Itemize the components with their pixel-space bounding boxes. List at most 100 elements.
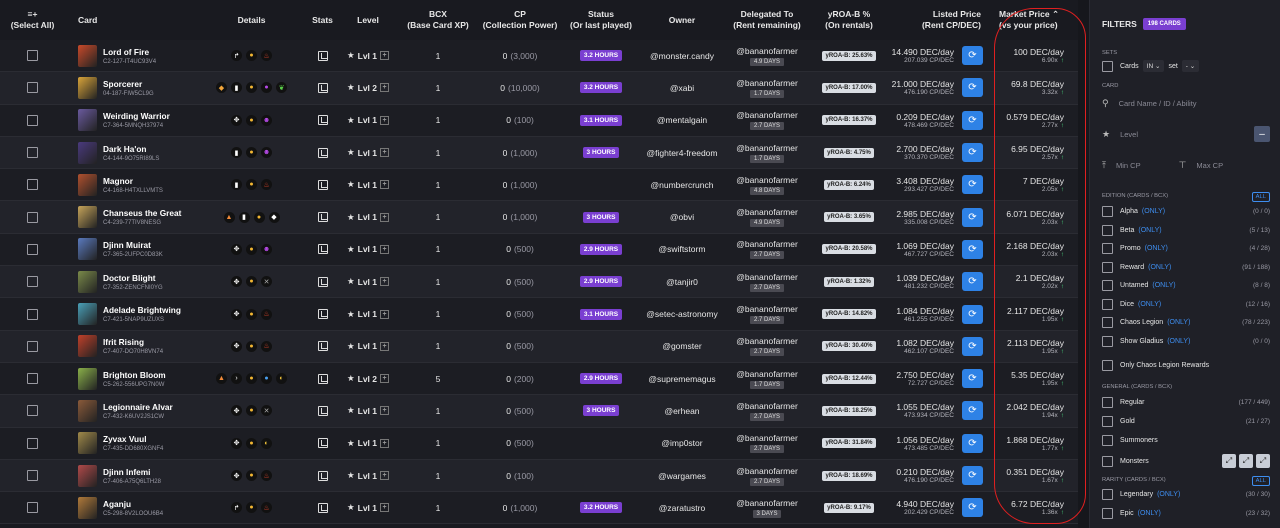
- delegated-user[interactable]: @bananofarmer: [736, 142, 798, 153]
- filter-checkbox[interactable]: [1102, 261, 1113, 273]
- refresh-icon[interactable]: ⟳: [962, 304, 983, 324]
- owner-link[interactable]: @swiftstorm: [658, 244, 706, 255]
- delegated-user[interactable]: @bananofarmer: [736, 465, 798, 476]
- refresh-icon[interactable]: ⟳: [962, 369, 983, 389]
- card-cell[interactable]: Legionnaire Alvar C7-432-K6UV2JS1CW: [65, 395, 195, 426]
- row-checkbox[interactable]: [27, 276, 38, 288]
- general-filter-item[interactable]: Regular (177 / 449): [1102, 397, 1270, 408]
- stats-chart-icon[interactable]: [317, 341, 328, 352]
- only-link[interactable]: (ONLY): [1167, 319, 1191, 326]
- level-up-icon[interactable]: +: [380, 309, 389, 319]
- card-cell[interactable]: Djinn Infemi C7-406-A75Q6LTH28: [65, 460, 195, 491]
- only-link[interactable]: (ONLY): [1138, 226, 1162, 234]
- card-cell[interactable]: Ifrit Rising C7-407-DO70H8VN74: [65, 331, 195, 362]
- only-chaos-row[interactable]: Only Chaos Legion Rewards: [1102, 360, 1270, 371]
- set-select[interactable]: - ⌄: [1181, 60, 1200, 72]
- filter-checkbox[interactable]: [1102, 224, 1113, 236]
- stats-chart-icon[interactable]: [317, 502, 328, 513]
- delegated-header[interactable]: Delegated To (Rent remaining): [725, 9, 809, 31]
- owner-link[interactable]: @imp0stor: [661, 438, 703, 449]
- card-cell[interactable]: Sporcerer 04-187-FIW5CL9G: [65, 72, 195, 103]
- rarity-all-button[interactable]: ALL: [1251, 476, 1270, 486]
- refresh-icon[interactable]: ⟳: [962, 433, 983, 453]
- market-header[interactable]: Market Price ⌃ (vs your price): [989, 9, 1078, 31]
- owner-header[interactable]: Owner: [668, 14, 696, 25]
- card-cell[interactable]: Weirding Warrior C7-364-5MNQH37974: [65, 105, 195, 136]
- delegated-user[interactable]: @bananofarmer: [736, 304, 798, 315]
- editions-filter-item[interactable]: Chaos Legion (ONLY) (78 / 223): [1102, 317, 1270, 328]
- level-header[interactable]: Level: [357, 14, 379, 25]
- card-header[interactable]: Card: [78, 14, 98, 25]
- table-row[interactable]: Magnor C4-168-H4TXLLVMTS ▮ ● ♨ ★ Lvl 1 +1 0 (1,00…: [0, 169, 1078, 202]
- filter-checkbox[interactable]: [1102, 317, 1113, 328]
- delegated-user[interactable]: @bananofarmer: [736, 497, 798, 508]
- refresh-icon[interactable]: ⟳: [962, 78, 983, 98]
- general-filter-item[interactable]: Gold (21 / 27): [1102, 416, 1270, 427]
- card-name[interactable]: Adelade Brightwing: [103, 305, 181, 316]
- filter-checkbox[interactable]: [1102, 206, 1113, 217]
- refresh-icon[interactable]: ⟳: [962, 498, 983, 518]
- only-chaos-checkbox[interactable]: [1102, 360, 1113, 371]
- only-link[interactable]: (ONLY): [1152, 282, 1176, 289]
- only-link[interactable]: (ONLY): [1137, 510, 1161, 517]
- card-cell[interactable]: Doctor Blight C7-352-ZENCFNI0YG: [65, 266, 195, 297]
- card-search-input[interactable]: ⚲ Card Name / ID / Ability: [1102, 98, 1270, 109]
- owner-link[interactable]: @setec-astronomy: [646, 309, 718, 320]
- card-name[interactable]: Zyvax Vuul: [103, 434, 147, 445]
- row-checkbox[interactable]: [27, 179, 38, 191]
- filter-checkbox[interactable]: [1102, 335, 1113, 347]
- table-row[interactable]: Ifrit Rising C7-407-DO70H8VN74 ✥ ● ♨ ★ Lvl 1 +1…: [0, 330, 1078, 363]
- level-up-icon[interactable]: +: [380, 438, 389, 448]
- card-cell[interactable]: Adelade Brightwing C7-421-5NAP9UZUXS: [65, 298, 195, 329]
- card-name[interactable]: Sporcerer: [103, 78, 143, 89]
- delegated-user[interactable]: @bananofarmer: [736, 271, 798, 282]
- owner-link[interactable]: @gomster: [662, 341, 702, 352]
- only-link[interactable]: (ONLY): [1157, 491, 1181, 498]
- owner-link[interactable]: @suprememagus: [648, 373, 716, 384]
- table-row[interactable]: Aganju C5-298-8V2LOOU6B4 ↱ ● ♨ ★ Lvl 1 +1 0 (1,00…: [0, 492, 1078, 525]
- level-up-icon[interactable]: +: [380, 212, 389, 222]
- delegated-user[interactable]: @bananofarmer: [736, 368, 798, 379]
- general-filter-item[interactable]: Summoners: [1102, 435, 1270, 446]
- stats-chart-icon[interactable]: [317, 212, 328, 223]
- stats-chart-icon[interactable]: [317, 179, 328, 190]
- filter-checkbox[interactable]: [1102, 397, 1113, 408]
- card-name[interactable]: Legionnaire Alvar: [103, 401, 173, 412]
- stats-chart-icon[interactable]: [317, 405, 328, 416]
- refresh-icon[interactable]: ⟳: [962, 207, 983, 227]
- yroa-header[interactable]: yROA-B % (On rentals): [809, 9, 889, 31]
- table-row[interactable]: Djinn Muirat C7-365-2UFPC0D83K ✥ ● ☻ ★ Lvl 1 +1…: [0, 233, 1078, 267]
- filter-checkbox[interactable]: [1102, 435, 1113, 446]
- stats-chart-icon[interactable]: [317, 82, 328, 93]
- row-checkbox[interactable]: [27, 373, 38, 385]
- rarity-filter-item[interactable]: Epic (ONLY) (23 / 32): [1102, 508, 1270, 519]
- min-cp-input[interactable]: Min CP: [1115, 161, 1141, 170]
- refresh-icon[interactable]: ⟳: [962, 46, 983, 66]
- level-up-icon[interactable]: +: [380, 148, 389, 158]
- card-name[interactable]: Brighton Bloom: [103, 369, 166, 380]
- owner-link[interactable]: @mentalgain: [656, 115, 708, 126]
- filter-checkbox[interactable]: [1102, 416, 1113, 427]
- delegated-user[interactable]: @bananofarmer: [736, 110, 798, 121]
- level-up-icon[interactable]: +: [380, 180, 389, 190]
- card-name[interactable]: Lord of Fire: [103, 46, 150, 57]
- edition-all-button[interactable]: ALL: [1251, 192, 1270, 202]
- stats-chart-icon[interactable]: [317, 50, 328, 61]
- delegated-user[interactable]: @bananofarmer: [736, 336, 798, 347]
- listed-header[interactable]: Listed Price (Rent CP/DEC): [889, 9, 989, 31]
- stats-chart-icon[interactable]: [317, 438, 328, 449]
- stats-chart-icon[interactable]: [317, 147, 328, 158]
- filter-checkbox[interactable]: [1102, 508, 1113, 519]
- refresh-icon[interactable]: ⟳: [962, 175, 983, 195]
- level-up-icon[interactable]: +: [380, 51, 389, 61]
- row-checkbox[interactable]: [27, 308, 38, 320]
- only-link[interactable]: (ONLY): [1141, 208, 1166, 215]
- delegated-user[interactable]: @bananofarmer: [736, 433, 798, 444]
- card-cell[interactable]: Zyvax Vuul C7-435-DD680XGNF4: [65, 428, 195, 459]
- owner-link[interactable]: @fighter4-freedom: [646, 147, 718, 158]
- cp-header[interactable]: CP (Collection Power): [477, 9, 563, 31]
- filter-checkbox[interactable]: [1102, 455, 1113, 467]
- card-cell[interactable]: Brighton Bloom C5-262-556UPG7N0W: [65, 363, 195, 394]
- owner-link[interactable]: @numbercrunch: [650, 179, 714, 190]
- filter-checkbox[interactable]: [1102, 280, 1113, 291]
